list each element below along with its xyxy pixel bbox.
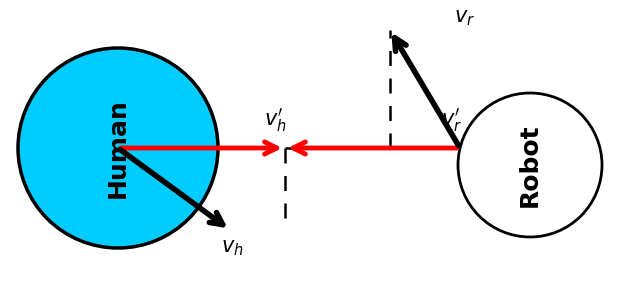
Text: Human: Human [106,98,130,198]
Text: $v_h^{\prime}$: $v_h^{\prime}$ [264,106,286,134]
Text: $v_h$: $v_h$ [221,238,243,258]
Circle shape [458,93,602,237]
Text: $v_r^{\prime}$: $v_r^{\prime}$ [442,106,463,134]
Text: $v_r$: $v_r$ [454,8,476,28]
Circle shape [18,48,218,248]
Text: Robot: Robot [518,123,542,207]
